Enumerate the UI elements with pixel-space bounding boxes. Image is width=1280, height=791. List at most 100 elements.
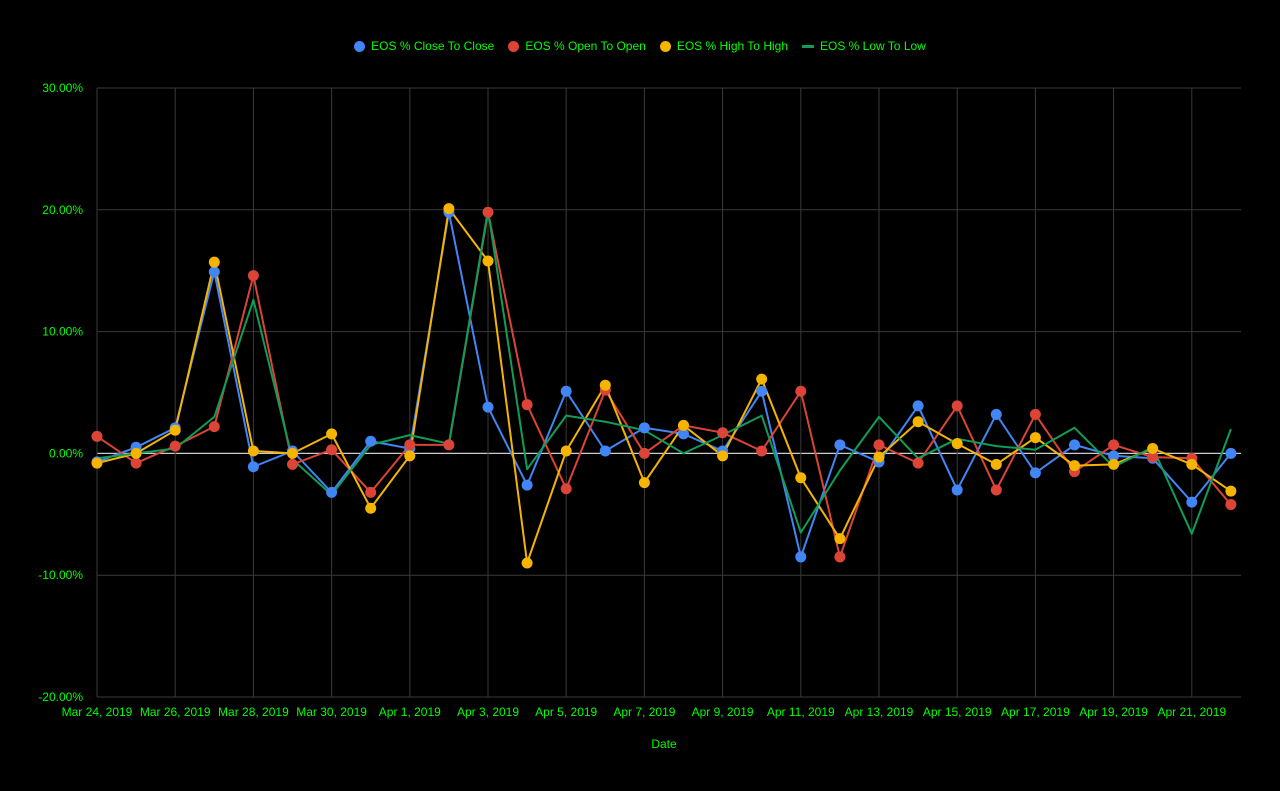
y-tick-label: 10.00% <box>42 325 83 339</box>
legend-item: EOS % Low To Low <box>802 39 926 53</box>
data-point-series-3 <box>1029 432 1041 444</box>
legend-item: EOS % Open To Open <box>508 39 646 53</box>
data-point-series-3 <box>443 203 455 215</box>
data-point-series-3 <box>326 428 338 440</box>
data-point-series-1 <box>834 439 846 451</box>
x-tick-label: Apr 15, 2019 <box>923 705 992 719</box>
data-point-series-3 <box>756 373 768 385</box>
legend-swatch <box>659 41 671 53</box>
data-point-series-2 <box>795 385 807 397</box>
data-point-series-3 <box>1069 460 1080 472</box>
data-point-series-1 <box>951 484 963 496</box>
data-point-series-1 <box>1186 496 1198 508</box>
x-tick-label: Apr 1, 2019 <box>379 705 441 719</box>
data-point-series-2 <box>521 399 533 411</box>
x-tick-label: Apr 21, 2019 <box>1157 705 1226 719</box>
data-point-series-3 <box>1225 485 1237 497</box>
y-tick-label: -10.00% <box>38 568 83 582</box>
data-point-series-3 <box>1147 443 1159 455</box>
legend-label: EOS % High To High <box>676 38 788 53</box>
data-point-series-3 <box>247 445 259 457</box>
x-axis-title: Date <box>651 737 677 751</box>
data-point-series-2 <box>560 483 572 495</box>
data-point-series-3 <box>638 477 650 489</box>
x-tick-label: Apr 11, 2019 <box>767 705 835 719</box>
x-tick-label: Mar 30, 2019 <box>296 705 367 719</box>
data-point-series-2 <box>990 484 1002 496</box>
data-point-series-3 <box>717 450 729 462</box>
series-markers <box>91 203 1237 569</box>
data-point-series-2 <box>756 445 768 457</box>
grid-lines <box>96 87 1241 698</box>
data-point-series-2 <box>951 400 963 412</box>
data-point-series-3 <box>130 447 142 459</box>
data-point-series-2 <box>717 427 729 439</box>
legend-label: EOS % Close To Close <box>371 38 495 53</box>
x-tick-label: Apr 17, 2019 <box>1001 705 1070 719</box>
data-point-series-2 <box>365 486 377 498</box>
data-point-series-2 <box>1225 499 1237 511</box>
x-tick-label: Mar 24, 2019 <box>62 705 133 719</box>
y-axis-ticks: 30.00% 20.00% 10.00% 0.00% -10.00% -20.00% <box>38 81 83 704</box>
x-tick-label: Apr 5, 2019 <box>535 705 597 719</box>
data-point-series-3 <box>990 458 1002 470</box>
data-point-series-2 <box>91 430 103 442</box>
data-point-series-1 <box>795 551 807 563</box>
data-point-series-2 <box>482 206 494 218</box>
legend-item: EOS % Close To Close <box>354 39 494 53</box>
data-point-series-3 <box>795 472 807 484</box>
y-tick-label: -20.00% <box>38 690 83 704</box>
data-point-series-3 <box>169 424 181 436</box>
data-point-series-3 <box>1186 458 1198 470</box>
data-point-series-3 <box>912 416 924 428</box>
data-point-series-2 <box>638 447 650 459</box>
data-point-series-3 <box>678 419 689 431</box>
data-point-series-2 <box>912 457 924 469</box>
data-point-series-1 <box>1069 439 1080 451</box>
data-point-series-3 <box>208 256 220 268</box>
data-point-series-3 <box>834 533 846 545</box>
data-point-series-1 <box>912 400 924 412</box>
data-point-series-1 <box>521 479 533 491</box>
data-point-series-2 <box>834 551 846 563</box>
data-point-series-1 <box>1225 447 1237 459</box>
legend-label: EOS % Low To Low <box>820 38 926 53</box>
data-point-series-1 <box>365 435 377 447</box>
legend-swatch <box>508 41 520 53</box>
x-axis-ticks: Mar 24, 2019 Mar 26, 2019 Mar 28, 2019 Mar … <box>62 705 1227 719</box>
data-point-series-3 <box>521 557 533 569</box>
data-point-series-3 <box>482 255 494 267</box>
chart-legend: EOS % Close To Close EOS % Open To Open EO… <box>0 38 1280 53</box>
data-point-series-2 <box>1029 408 1041 420</box>
data-point-series-2 <box>169 440 181 452</box>
y-tick-label: 30.00% <box>42 81 83 95</box>
legend-swatch <box>802 45 814 49</box>
x-tick-label: Apr 7, 2019 <box>613 705 675 719</box>
data-point-series-2 <box>208 421 220 433</box>
data-point-series-2 <box>287 458 298 470</box>
data-point-series-1 <box>326 486 338 498</box>
data-point-series-1 <box>756 385 768 397</box>
data-point-series-2 <box>130 457 142 469</box>
data-point-series-3 <box>365 502 377 514</box>
x-tick-label: Apr 19, 2019 <box>1079 705 1148 719</box>
data-point-series-3 <box>560 445 572 457</box>
data-point-series-3 <box>404 450 416 462</box>
x-tick-label: Mar 28, 2019 <box>218 705 289 719</box>
legend-item: EOS % High To High <box>659 38 788 53</box>
data-point-series-1 <box>1108 450 1120 462</box>
data-point-series-2 <box>404 439 416 451</box>
data-point-series-3 <box>287 447 298 459</box>
data-point-series-3 <box>91 457 103 469</box>
y-tick-label: 0.00% <box>49 446 83 460</box>
data-point-series-1 <box>599 445 611 457</box>
data-point-series-2 <box>247 270 259 282</box>
series-lines <box>96 207 1232 564</box>
data-point-series-2 <box>443 439 455 451</box>
data-point-series-2 <box>1108 439 1120 451</box>
data-point-series-1 <box>247 461 259 473</box>
data-point-series-3 <box>951 438 963 450</box>
series-line-3 <box>96 207 1232 564</box>
data-point-series-3 <box>599 379 611 391</box>
